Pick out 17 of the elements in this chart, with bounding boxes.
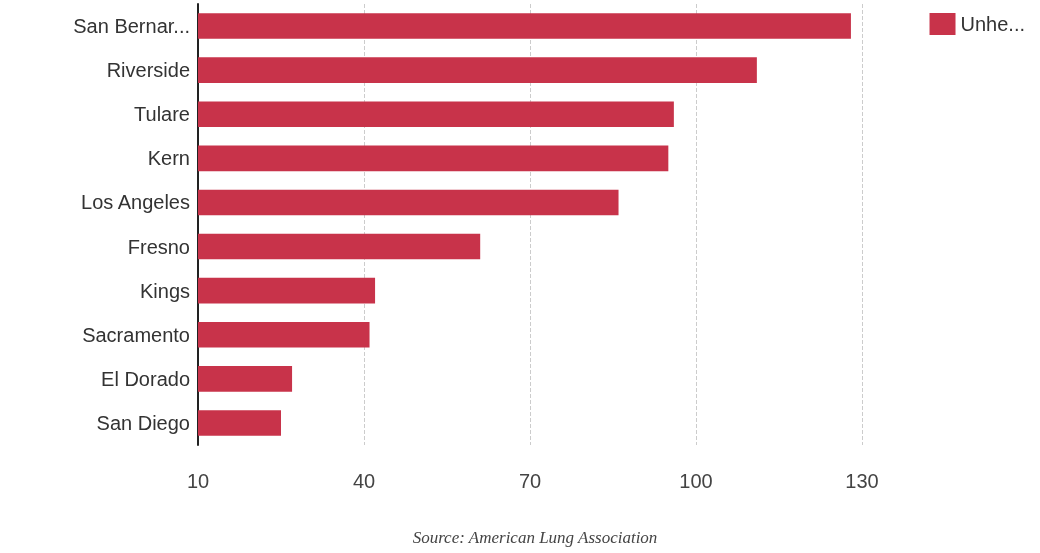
x-tick-label: 10 xyxy=(186,470,210,492)
y-tick-label: Fresno xyxy=(127,235,190,258)
y-tick-label: El Dorado xyxy=(101,367,190,390)
y-tick-label: Los Angeles xyxy=(81,191,190,214)
legend-label: Unhe... xyxy=(960,13,1025,35)
y-tick-label: Tulare xyxy=(134,103,190,126)
x-tick-label: 130 xyxy=(845,470,879,492)
y-tick-label: San Diego xyxy=(96,411,190,434)
x-tick-label: 70 xyxy=(518,470,542,492)
y-tick-label: San Bernar... xyxy=(73,15,190,38)
y-tick-label: Sacramento xyxy=(82,323,190,346)
x-tick-label: 100 xyxy=(679,470,713,492)
x-tick-label: 40 xyxy=(352,470,376,492)
source-note: Source: American Lung Association xyxy=(412,528,658,547)
y-tick-label: Kern xyxy=(147,147,190,170)
y-tick-label: Kings xyxy=(139,279,190,302)
y-tick-label: Riverside xyxy=(106,59,190,82)
